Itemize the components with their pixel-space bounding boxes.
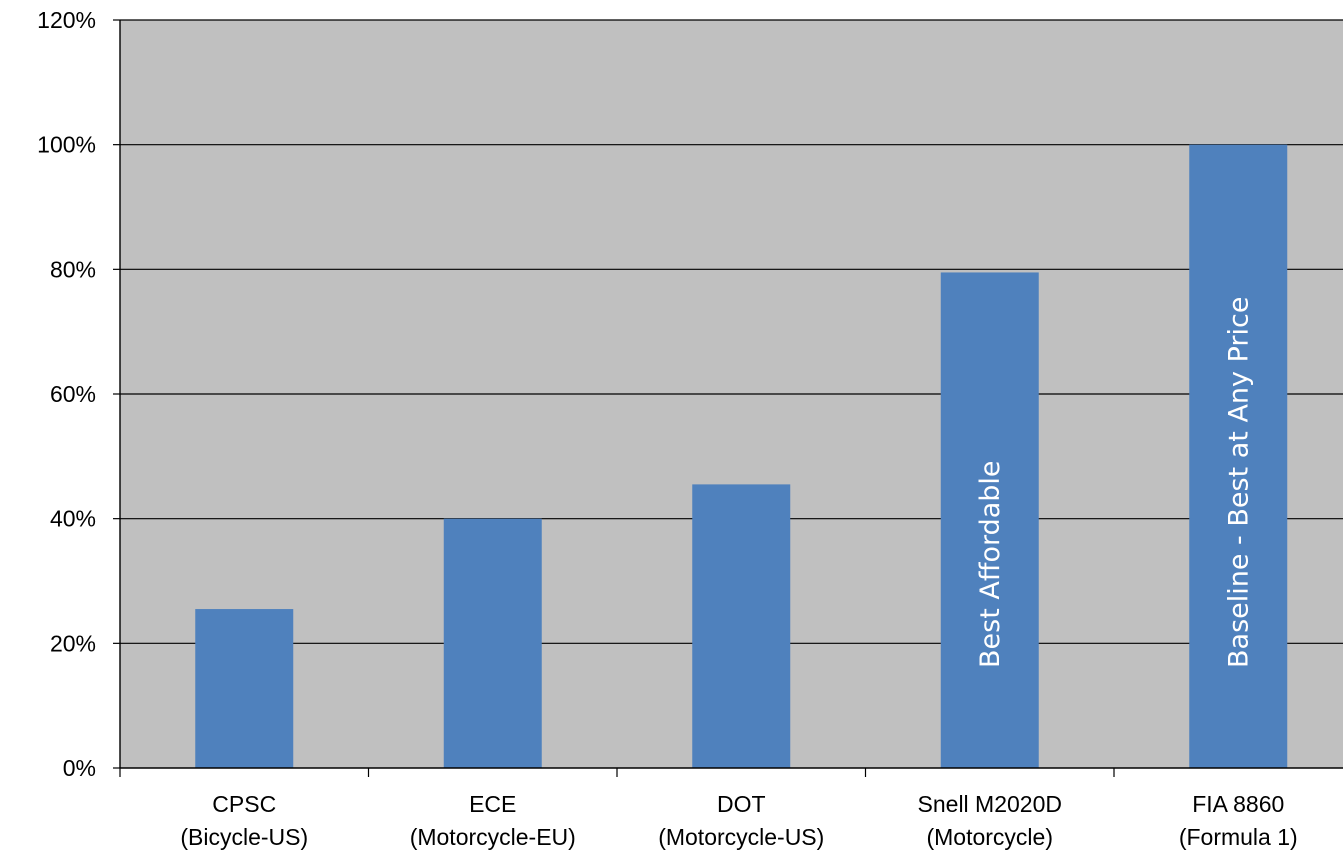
x-tick-label: ECE [469,791,516,817]
x-tick-label: CPSC [212,791,276,817]
bar-annotation: Baseline - Best at Any Price [1223,297,1254,668]
y-tick-label: 100% [37,132,96,158]
y-tick-label: 20% [50,630,96,656]
y-tick-label: 40% [50,506,96,532]
x-tick-label: (Formula 1) [1179,824,1298,850]
x-tick-label: DOT [717,791,766,817]
x-tick-label: (Bicycle-US) [180,824,308,850]
x-tick-label: (Motorcycle-EU) [410,824,576,850]
x-tick-label: Snell M2020D [918,791,1062,817]
bar [940,272,1039,768]
y-tick-label: 60% [50,381,96,407]
bar [195,609,294,768]
bar [443,518,542,768]
x-tick-label: (Motorcycle-US) [658,824,824,850]
y-tick-label: 80% [50,256,96,282]
bar-annotation: Best Affordable [975,460,1006,668]
x-tick-label: FIA 8860 [1192,791,1284,817]
y-tick-label: 120% [37,7,96,33]
bar [692,484,791,768]
y-tick-label: 0% [63,755,96,781]
bar [1189,144,1288,768]
x-tick-label: (Motorcycle) [926,824,1053,850]
